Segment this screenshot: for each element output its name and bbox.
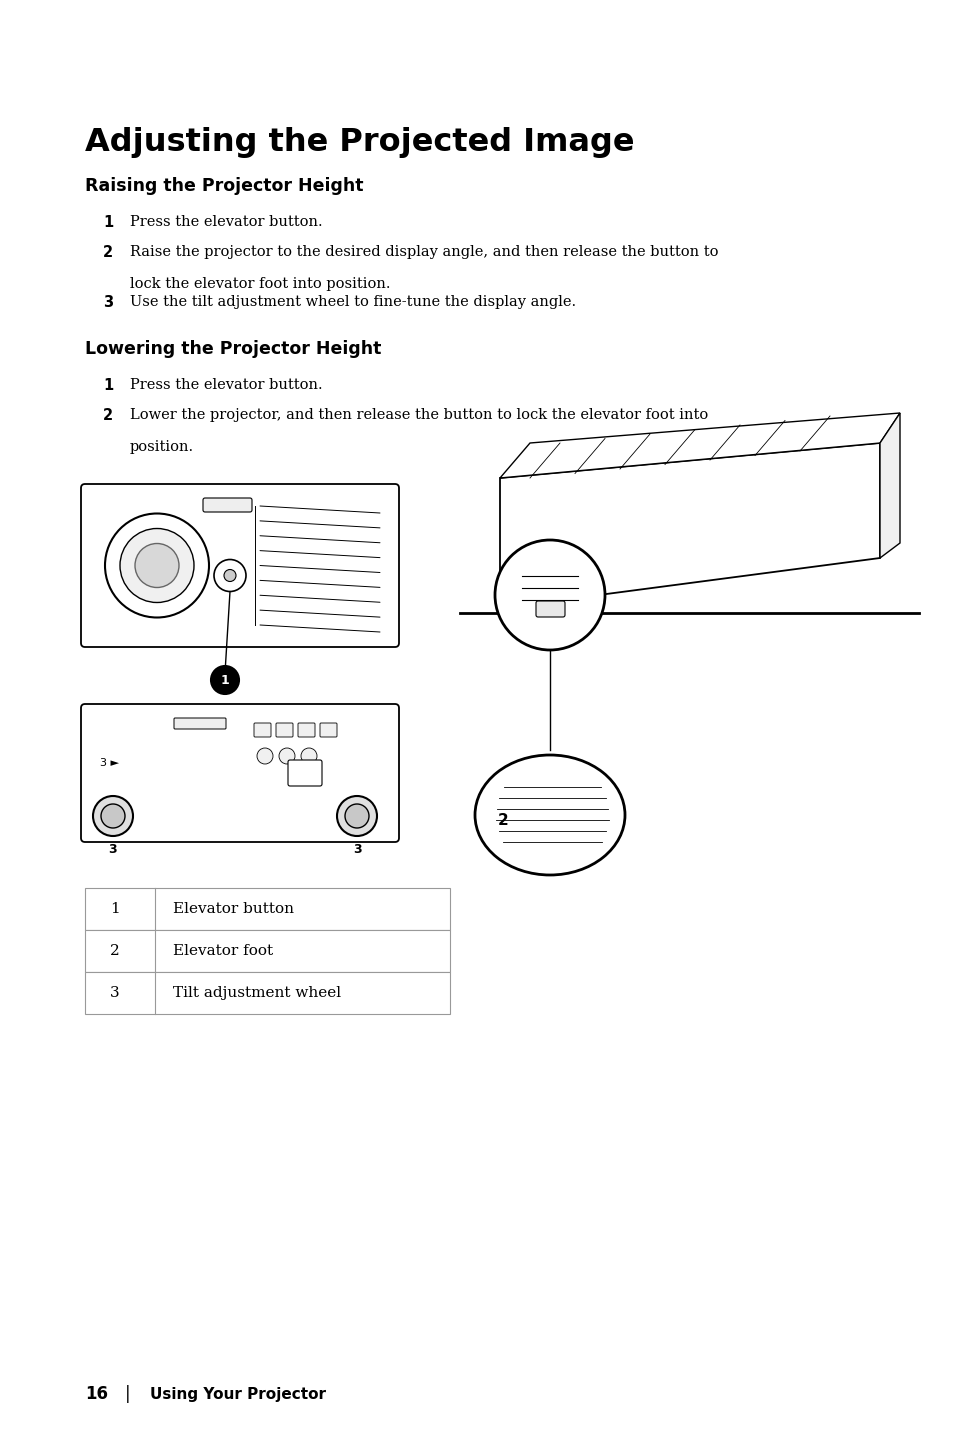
Text: Use the tilt adjustment wheel to fine-tune the display angle.: Use the tilt adjustment wheel to fine-tu… [130,295,576,309]
Text: 1: 1 [103,378,113,392]
Circle shape [92,796,132,836]
Circle shape [256,748,273,765]
Polygon shape [499,442,879,609]
Circle shape [211,666,239,695]
Text: 16: 16 [85,1385,108,1403]
Circle shape [495,540,604,650]
Text: 2: 2 [110,944,120,958]
Text: 1: 1 [103,215,113,231]
Text: Using Your Projector: Using Your Projector [150,1386,326,1402]
Bar [85,929,450,972]
Text: Lower the projector, and then release the button to lock the elevator foot into: Lower the projector, and then release th… [130,408,707,422]
FancyBboxPatch shape [81,484,398,647]
Text: position.: position. [130,440,193,454]
Circle shape [101,803,125,828]
FancyBboxPatch shape [203,498,252,513]
Circle shape [105,514,209,617]
Text: 3 ►: 3 ► [100,758,119,768]
Text: 2: 2 [497,812,508,828]
FancyBboxPatch shape [275,723,293,737]
Circle shape [336,796,376,836]
Text: Elevator button: Elevator button [172,902,294,916]
Text: Press the elevator button.: Press the elevator button. [130,215,322,229]
Text: Tilt adjustment wheel: Tilt adjustment wheel [172,987,341,1000]
Polygon shape [879,412,899,558]
FancyBboxPatch shape [319,723,336,737]
Circle shape [135,544,179,587]
Text: 2: 2 [103,245,113,261]
Circle shape [345,803,369,828]
Text: Lowering the Projector Height: Lowering the Projector Height [85,339,381,358]
Text: Raise the projector to the desired display angle, and then release the button to: Raise the projector to the desired displ… [130,245,718,259]
Text: 3: 3 [109,843,117,856]
Circle shape [278,748,294,765]
Text: Press the elevator button.: Press the elevator button. [130,378,322,392]
Ellipse shape [475,755,624,875]
Text: 1: 1 [220,673,229,686]
FancyBboxPatch shape [253,723,271,737]
Bar [85,888,450,929]
FancyBboxPatch shape [173,717,226,729]
Bar [85,972,450,1014]
Circle shape [224,570,235,581]
Text: 3: 3 [110,987,119,1000]
FancyBboxPatch shape [297,723,314,737]
Text: 1: 1 [110,902,120,916]
FancyBboxPatch shape [536,601,564,617]
Circle shape [213,560,246,591]
Polygon shape [499,412,899,478]
Text: Raising the Projector Height: Raising the Projector Height [85,178,363,195]
Text: Adjusting the Projected Image: Adjusting the Projected Image [85,127,634,158]
FancyBboxPatch shape [288,760,322,786]
Text: Elevator foot: Elevator foot [172,944,273,958]
Circle shape [301,748,316,765]
Text: 2: 2 [103,408,113,422]
FancyBboxPatch shape [81,705,398,842]
Text: 3: 3 [353,843,361,856]
Text: |: | [125,1385,131,1403]
Text: 3: 3 [103,295,113,309]
Text: lock the elevator foot into position.: lock the elevator foot into position. [130,276,390,291]
Circle shape [120,528,193,603]
